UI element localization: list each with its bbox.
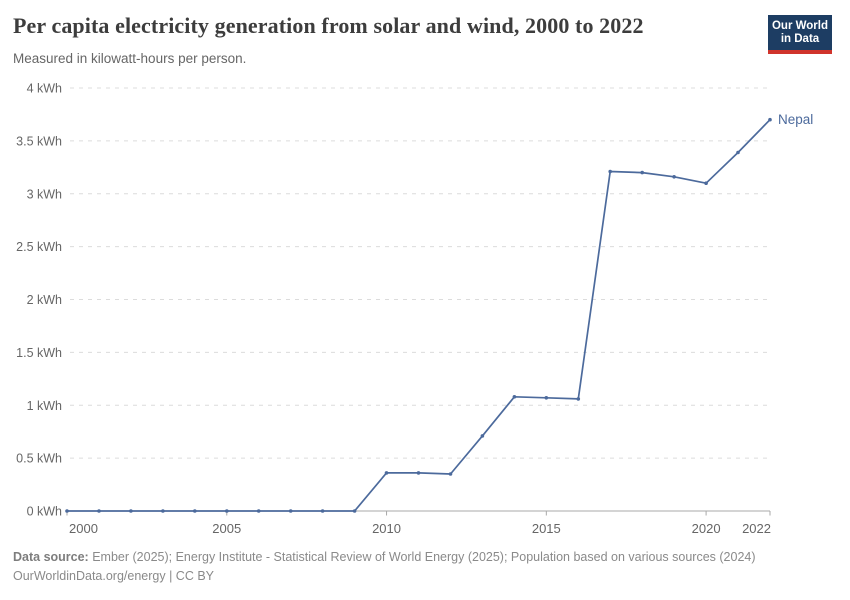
x-tick-label: 2005 (212, 521, 241, 536)
data-point (448, 472, 453, 476)
y-tick-label: 3 kWh (27, 187, 62, 201)
data-point (352, 509, 357, 513)
y-tick-label: 3.5 kWh (16, 134, 62, 148)
data-point (256, 509, 261, 513)
data-point (544, 396, 549, 400)
y-tick-label: 0.5 kWh (16, 452, 62, 466)
data-point (320, 509, 325, 513)
data-line (66, 118, 771, 512)
data-point (640, 170, 644, 175)
data-point (672, 175, 676, 179)
data-point (225, 509, 229, 513)
data-point (129, 509, 133, 513)
y-tick-label: 4 kWh (27, 82, 62, 96)
footer-source-line: Data source: Ember (2025); Energy Instit… (13, 548, 837, 567)
data-point (161, 509, 165, 513)
data-point (512, 395, 517, 399)
owid-logo-line2: in Data (780, 33, 820, 45)
y-tick-label: 1.5 kWh (16, 346, 62, 360)
y-tick-label: 2 kWh (27, 293, 62, 307)
data-point (416, 471, 421, 475)
owid-logo: Our World in Data (768, 15, 832, 54)
data-point (704, 181, 708, 185)
data-point (65, 509, 69, 513)
chart-title: Per capita electricity generation from s… (13, 13, 644, 38)
x-tick-label: 2000 (69, 521, 98, 536)
footer: Data source: Ember (2025); Energy Instit… (13, 548, 837, 586)
data-point (193, 509, 197, 513)
data-point (576, 397, 581, 401)
x-tick-label: 2015 (532, 521, 561, 536)
data-point (608, 169, 612, 174)
series-label: Nepal (778, 112, 813, 127)
owid-logo-line1: Our World (771, 20, 828, 32)
y-tick-label: 2.5 kWh (16, 240, 62, 254)
data-source-text: Ember (2025); Energy Institute - Statist… (92, 550, 756, 564)
y-tick-label: 1 kWh (27, 399, 62, 413)
chart-subtitle: Measured in kilowatt-hours per person. (13, 51, 247, 66)
x-tick-label: 2010 (372, 521, 401, 536)
footer-citation: OurWorldinData.org/energy | CC BY (13, 569, 215, 583)
y-tick-label: 0 kWh (27, 505, 62, 519)
data-point (384, 471, 389, 475)
data-point (288, 509, 293, 513)
x-tick-label: 2020 (692, 521, 721, 536)
data-point (480, 434, 485, 438)
data-point (768, 117, 772, 122)
data-point (736, 150, 740, 155)
x-tick-label: 2022 (742, 521, 771, 536)
data-point (97, 509, 101, 513)
data-source-label: Data source: (13, 550, 89, 564)
